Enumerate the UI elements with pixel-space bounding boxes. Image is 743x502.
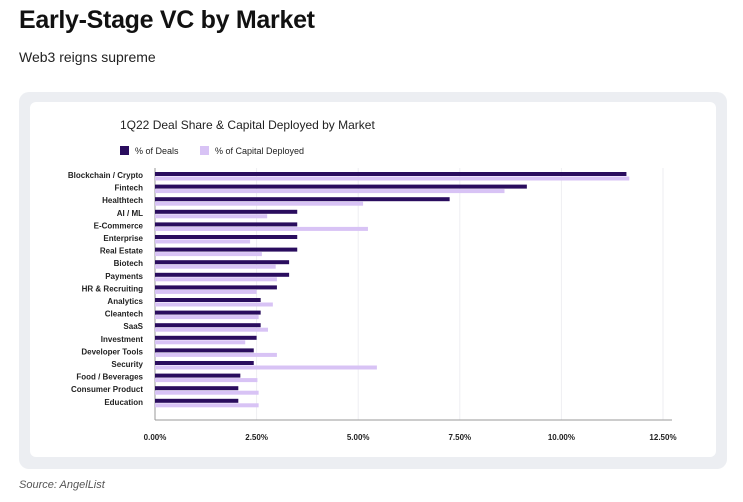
bar-capital [155,264,276,269]
category-label: Blockchain / Crypto [68,171,143,180]
category-label: Cleantech [105,310,143,319]
bar-capital [155,176,630,181]
bar-capital [155,315,259,320]
bar-capital [155,327,268,332]
x-tick-label: 5.00% [347,433,370,442]
bar-capital [155,365,377,370]
bar-deals [155,373,241,378]
category-label: E-Commerce [94,221,144,230]
bar-deals [155,361,254,365]
bar-deals [155,209,298,214]
bar-deals [155,260,290,265]
category-label: Real Estate [100,247,144,256]
category-label: Education [104,398,143,407]
category-label: Fintech [115,184,144,193]
bar-deals [155,172,627,176]
bar-capital [155,302,273,307]
category-label: Payments [105,272,143,281]
bar-capital [155,403,259,408]
legend-swatch-capital [200,146,209,155]
bar-capital [155,289,257,294]
category-label: HR & Recruiting [82,284,143,293]
bar-deals [155,348,254,353]
bar-deals [155,310,261,315]
bar-capital [155,214,268,219]
x-tick-label: 10.00% [548,433,575,442]
bar-deals [155,298,261,302]
bar-deals [155,323,261,328]
bar-capital [155,378,258,383]
chart-card [30,102,716,457]
bar-capital [155,239,251,244]
bar-capital [155,352,277,357]
x-tick-label: 12.50% [649,433,676,442]
legend-label-deals: % of Deals [135,146,179,156]
bar-deals [155,335,257,340]
bar-capital [155,189,505,194]
bar-deals [155,197,450,202]
bar-deals [155,285,277,290]
bar-deals [155,398,239,403]
category-label: Investment [101,335,144,344]
category-label: Biotech [114,259,143,268]
category-label: Consumer Product [71,385,143,394]
bar-capital [155,390,259,395]
bar-deals [155,386,239,391]
bar-capital [155,201,364,206]
category-label: Analytics [107,297,143,306]
source-note: Source: AngelList [19,479,105,491]
category-label: SaaS [123,322,143,331]
category-label: Developer Tools [81,347,143,356]
category-label: Security [111,360,143,369]
category-label: Healthtech [102,196,143,205]
bar-capital [155,340,246,345]
x-tick-label: 0.00% [144,433,167,442]
page-title: Early-Stage VC by Market [19,6,315,34]
chart-title: 1Q22 Deal Share & Capital Deployed by Ma… [120,118,375,132]
bar-deals [155,235,298,239]
bar-capital [155,252,262,257]
bar-deals [155,184,527,189]
category-label: Food / Beverages [76,373,143,382]
x-tick-label: 7.50% [448,433,471,442]
bar-deals [155,247,298,252]
category-label: AI / ML [117,209,143,218]
page-subtitle: Web3 reigns supreme [19,49,156,65]
bar-deals [155,222,298,227]
legend-swatch-deals [120,146,129,155]
category-label: Enterprise [103,234,143,243]
bar-deals [155,272,290,277]
legend-label-capital: % of Capital Deployed [215,146,304,156]
bar-capital [155,277,277,282]
x-tick-label: 2.50% [245,433,268,442]
bar-capital [155,226,368,231]
